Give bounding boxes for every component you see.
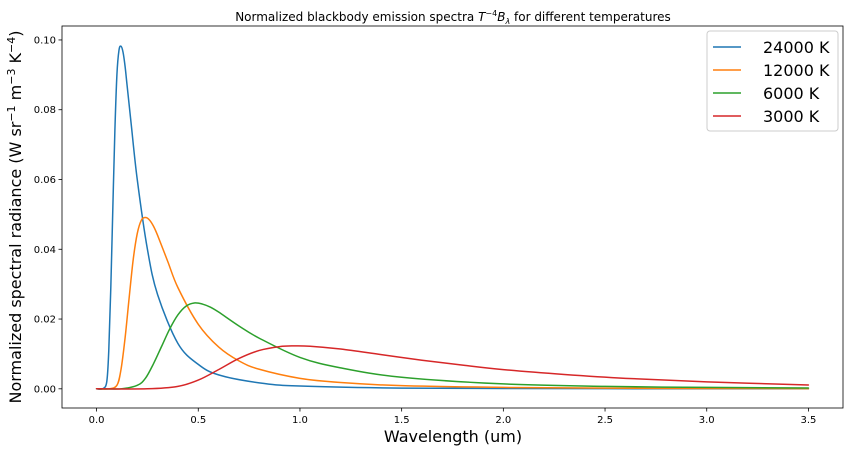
y-tick-label-5: 0.10 xyxy=(34,35,56,46)
x-axis: 0.0 0.5 1.0 1.5 2.0 2.5 3.0 3.5 xyxy=(89,408,816,426)
x-tick-label-6: 3.0 xyxy=(699,415,715,426)
legend-label-2: 6000 K xyxy=(763,84,820,103)
x-tick-label-0: 0.0 xyxy=(89,415,105,426)
legend-box xyxy=(706,30,839,132)
x-tick-label-7: 3.5 xyxy=(800,415,816,426)
y-axis: 0.00 0.02 0.04 0.06 0.08 0.10 xyxy=(34,35,62,395)
legend-label-1: 12000 K xyxy=(763,61,830,80)
legend-label-0: 24000 K xyxy=(763,38,830,57)
x-tick-label-5: 2.5 xyxy=(597,415,613,426)
series-line-1 xyxy=(95,216,810,390)
x-tick-label-2: 1.0 xyxy=(292,415,308,426)
y-axis-label: Normalized spectral radiance (W sr−1 m−3… xyxy=(5,30,25,403)
y-tick-label-0: 0.00 xyxy=(34,384,56,395)
legend-label-3: 3000 K xyxy=(763,107,820,126)
series-line-0 xyxy=(95,45,810,391)
series-line-3 xyxy=(95,345,810,390)
x-tick-label-3: 1.5 xyxy=(394,415,410,426)
x-tick-label-1: 0.5 xyxy=(190,415,206,426)
plot-frame xyxy=(61,25,844,409)
series-layer xyxy=(95,45,810,391)
y-tick-label-3: 0.06 xyxy=(34,175,56,186)
y-tick-label-1: 0.02 xyxy=(34,315,56,326)
y-tick-label-2: 0.04 xyxy=(34,245,56,256)
legend: 24000 K 12000 K 6000 K 3000 K xyxy=(706,30,839,132)
y-tick-label-4: 0.08 xyxy=(34,105,56,116)
x-axis-label: Wavelength (um) xyxy=(384,427,522,446)
x-tick-label-4: 2.0 xyxy=(495,415,511,426)
chart-title: Normalized blackbody emission spectra T−… xyxy=(235,9,671,26)
series-line-2 xyxy=(95,302,810,390)
